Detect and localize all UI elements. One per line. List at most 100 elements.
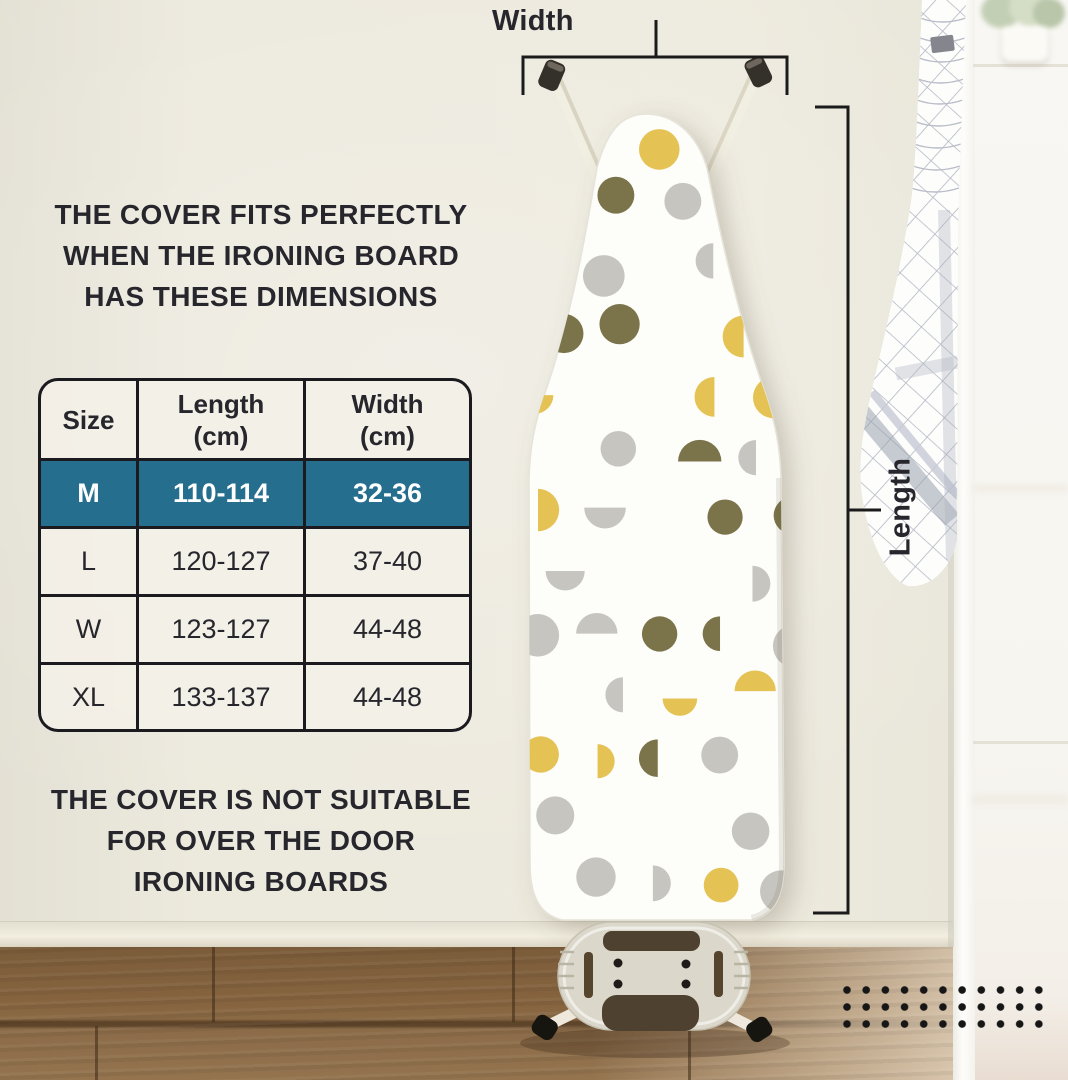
pattern-motif <box>752 565 771 602</box>
size-table-cell-xl-length: 133-137 <box>139 665 306 729</box>
pattern-motif <box>545 570 585 591</box>
pattern-motif <box>505 877 524 914</box>
size-table-cell-xl-width: 44-48 <box>352 681 423 712</box>
pattern-motif <box>600 431 637 467</box>
baseboard <box>0 921 953 949</box>
size-table-header-length: Length (cm) <box>139 381 306 461</box>
floor-plank-seam <box>688 1026 691 1080</box>
pattern-motif <box>707 499 743 535</box>
heading-line: HAS THESE DIMENSIONS <box>84 281 438 312</box>
shelf-board-line <box>973 741 1068 744</box>
pattern-motif <box>536 796 575 835</box>
pattern-motif <box>806 178 842 214</box>
plant-pot <box>1002 26 1048 62</box>
ironing-board-legs <box>538 56 773 187</box>
pattern-motif <box>722 315 744 358</box>
pattern-motif <box>584 507 626 529</box>
right-leg-shade <box>702 70 754 181</box>
pattern-motif <box>639 129 680 170</box>
header-label: Size <box>62 404 115 435</box>
note-line: FOR OVER THE DOOR <box>106 825 416 856</box>
size-table-cell-m-length: 110-114 <box>139 461 306 529</box>
left-cap-sheen <box>547 61 564 72</box>
note-line: IRONING BOARDS <box>133 866 389 897</box>
pattern-motif <box>795 679 837 721</box>
pattern-motif <box>529 736 559 773</box>
base-right-slot <box>714 951 723 997</box>
length-bracket <box>813 105 850 915</box>
pattern-motif <box>738 439 756 476</box>
right-leg <box>701 63 764 187</box>
pattern-motif <box>641 616 678 652</box>
shelf-front-edge <box>953 0 975 1080</box>
pattern-motif <box>529 613 560 657</box>
header-label: Width <box>351 388 424 419</box>
pattern-motif <box>582 255 625 297</box>
ironing-board <box>505 113 842 921</box>
potted-plant <box>975 0 1068 72</box>
hanging-towel <box>860 0 966 587</box>
floor-plank-seam <box>512 947 515 1022</box>
length-dimension-label: Length <box>884 457 917 557</box>
pattern-motif <box>605 677 623 713</box>
pattern-motif <box>792 301 831 340</box>
header-label: Length <box>177 388 265 419</box>
pattern-motif <box>703 867 739 903</box>
left-leg-shade <box>557 74 606 181</box>
pattern-motif <box>702 616 721 652</box>
pattern-motif <box>694 376 715 417</box>
pattern-motif <box>529 116 547 151</box>
size-table-cell-l-size: L <box>41 529 139 597</box>
right-cap-sheen <box>746 57 763 69</box>
heading-line: WHEN THE IRONING BOARD <box>62 240 460 271</box>
board-cover <box>528 113 785 921</box>
pattern-motif <box>734 670 776 692</box>
size-table: Size Length (cm) Width (cm) M 110-114 32-3… <box>38 378 472 732</box>
towel-tag <box>930 34 955 54</box>
size-table-cell-m-size: M <box>41 461 139 529</box>
not-suitable-note: THE COVER IS NOT SUITABLE FOR OVER THE D… <box>18 779 504 902</box>
base-left-slot <box>584 952 593 998</box>
pattern-motif <box>809 559 828 597</box>
pattern-motif <box>544 313 584 354</box>
pattern-motif <box>576 612 618 634</box>
size-table-cell-xl-size: XL <box>41 665 139 729</box>
size-table-cell-m-width: 32-36 <box>306 461 469 529</box>
size-table-cell-w-length: 123-127 <box>139 597 306 665</box>
pattern-motif <box>782 126 784 164</box>
pattern-motif <box>752 376 784 419</box>
note-line: THE COVER IS NOT SUITABLE <box>50 784 472 815</box>
white-shelf-unit <box>953 0 1068 1080</box>
pattern-motif <box>599 304 640 345</box>
floor-plank-seam <box>95 1026 98 1080</box>
pattern-motif <box>652 865 671 902</box>
pattern-motif <box>639 739 658 778</box>
base-left-foot <box>531 1014 558 1041</box>
shelf-shadow-line <box>973 485 1068 492</box>
pattern-motif <box>788 740 809 781</box>
base-shadow <box>520 1028 790 1058</box>
width-dimension-label: Width <box>492 5 574 37</box>
pattern-motif <box>678 439 722 462</box>
heading-line: THE COVER FITS PERFECTLY <box>54 199 468 230</box>
pattern-motif <box>597 176 635 214</box>
pattern-motif <box>664 182 702 220</box>
dimension-brackets <box>521 20 881 915</box>
header-unit: (cm) <box>360 420 415 451</box>
pattern-motif <box>538 488 560 532</box>
size-table-header-width: Width (cm) <box>306 381 469 461</box>
towel-stripe <box>938 209 958 561</box>
pattern-motif <box>723 178 762 217</box>
ironing-board-base <box>520 921 790 1058</box>
pattern-motif <box>597 744 615 779</box>
shelf-board-line <box>973 64 1068 67</box>
size-table-cell-w-width: 44-48 <box>306 597 469 665</box>
pattern-motif <box>695 243 714 279</box>
base-ribs <box>558 950 750 990</box>
wood-grain <box>0 947 953 1080</box>
floor-plank-seam <box>212 947 215 1022</box>
pattern-motif <box>801 799 819 836</box>
base-screws <box>613 958 691 989</box>
size-table-cell-l-width: 37-40 <box>306 529 469 597</box>
